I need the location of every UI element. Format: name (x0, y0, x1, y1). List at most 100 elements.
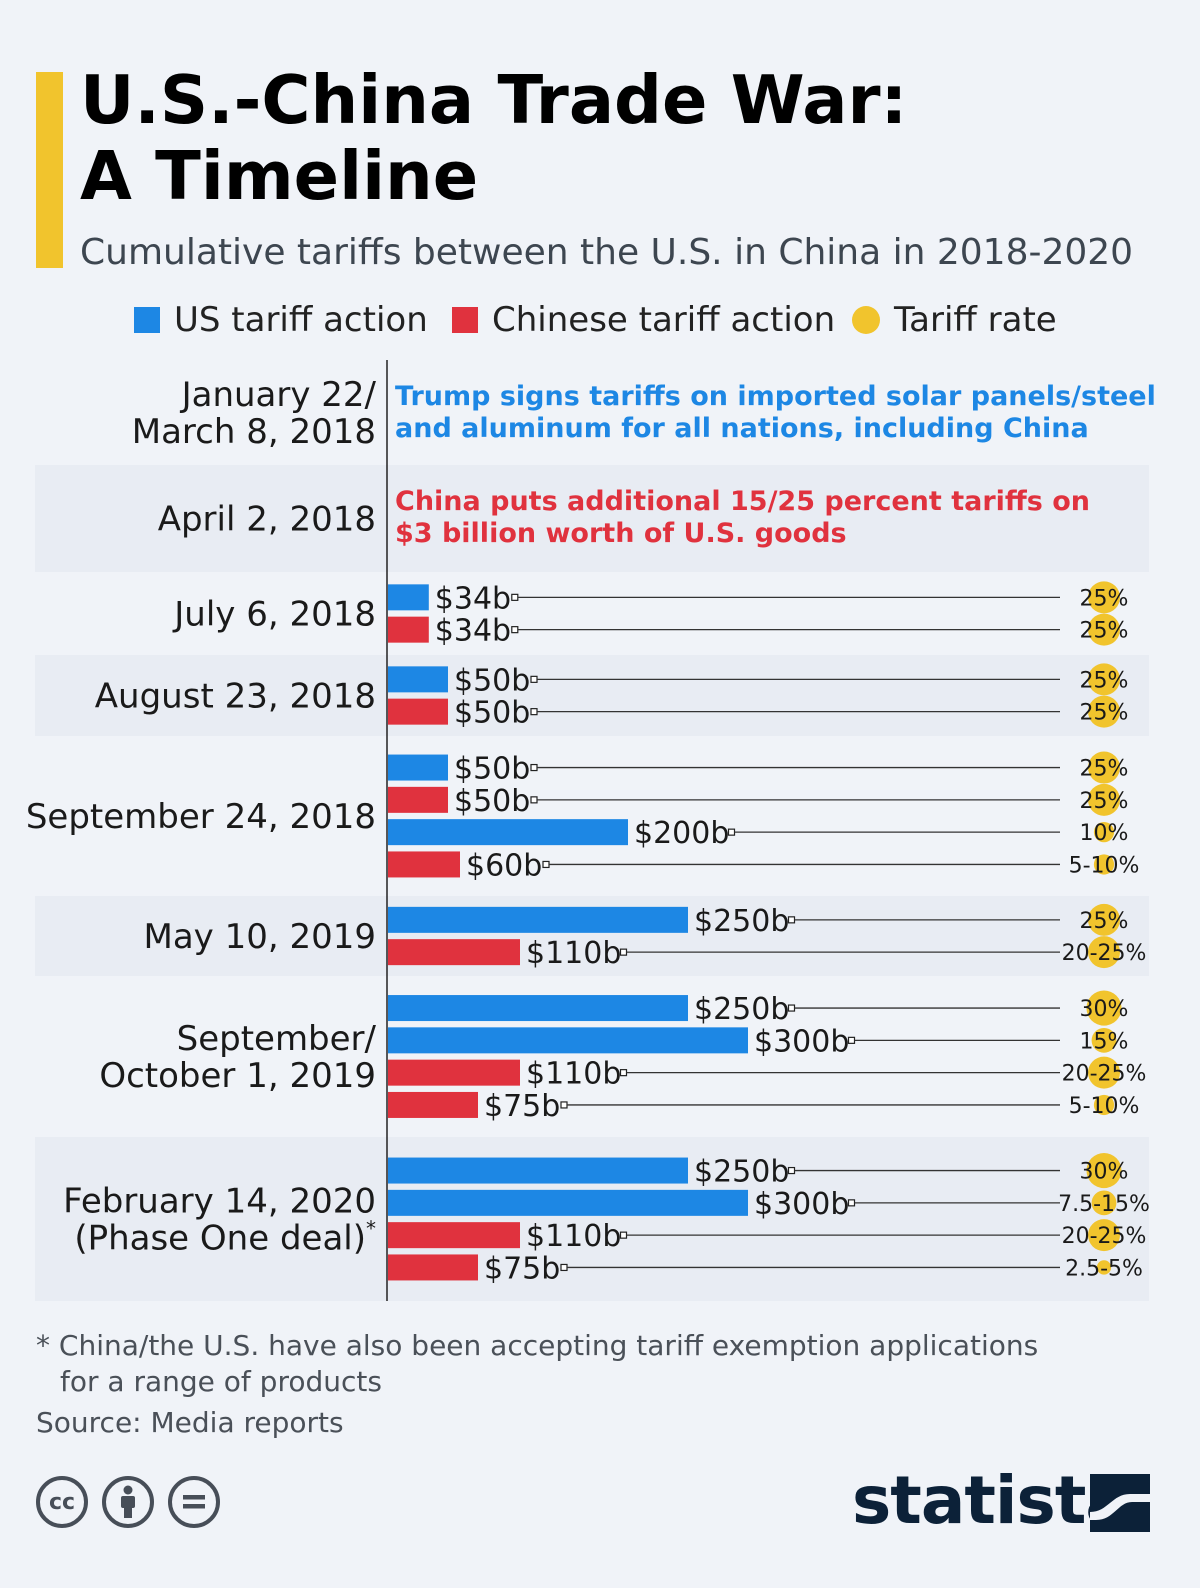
rate-label: 20-25% (1062, 941, 1147, 966)
bar-china (388, 1091, 478, 1118)
event-date-label: September 24, 2018 (26, 797, 376, 837)
event-date-label: January 22/ (180, 375, 377, 415)
source-note: Source: Media reports (36, 1406, 344, 1439)
rate-bubble (1088, 663, 1120, 696)
event-date-label: July 6, 2018 (172, 595, 376, 635)
bar-value-label: $50b (454, 696, 530, 731)
event-band-1 (35, 465, 1149, 572)
rate-label: 25% (1080, 586, 1129, 611)
rate-label: 7.5-15% (1058, 1192, 1150, 1217)
rate-bubble (1088, 1056, 1120, 1089)
leader-marker (847, 1036, 856, 1044)
footnote-line-2: for a range of products (60, 1365, 382, 1398)
bar-us (388, 1157, 688, 1184)
leader-marker (619, 948, 628, 956)
rate-bubble (1086, 1153, 1122, 1189)
rate-bubble (1088, 1219, 1120, 1252)
leader-marker (619, 1231, 628, 1239)
legend-label-us: US tariff action (174, 300, 428, 340)
rate-bubble (1091, 1027, 1117, 1053)
bar-value-label: $110b (526, 936, 621, 971)
event-date-label: (Phase One deal)* (74, 1217, 376, 1259)
bar-us (388, 906, 688, 933)
event-date-label: February 14, 2020 (63, 1182, 376, 1222)
bar-value-label: $250b (694, 904, 789, 939)
leader-marker (560, 1263, 568, 1272)
rate-bubble (1088, 903, 1120, 936)
rate-bubble (1093, 822, 1115, 843)
event-date-label: August 23, 2018 (95, 677, 376, 717)
bar-value-label: $34b (435, 581, 511, 616)
legend: US tariff action Chinese tariff action T… (0, 300, 1200, 344)
legend-swatch-china (452, 307, 478, 333)
leader-marker (787, 1166, 796, 1175)
rate-bubble (1088, 613, 1120, 646)
rate-bubble (1093, 854, 1115, 875)
event-note-text: $3 billion worth of U.S. goods (395, 518, 847, 549)
bar-value-label: $50b (454, 752, 530, 787)
bar-china (388, 1222, 520, 1249)
bar-us (388, 995, 688, 1022)
rate-label: 25% (1080, 909, 1129, 934)
rate-bubble (1091, 1190, 1117, 1216)
leader-marker (542, 860, 550, 869)
bar-value-label: $34b (435, 614, 511, 649)
rate-label: 30% (1080, 997, 1129, 1022)
no-derivatives-icon[interactable] (168, 1476, 220, 1528)
page-title: U.S.-China Trade War: A Timeline (80, 62, 907, 214)
bar-us (388, 754, 448, 781)
bar-us (388, 819, 628, 846)
bar-china (388, 1254, 478, 1281)
subtitle: Cumulative tariffs between the U.S. in C… (80, 232, 1134, 273)
timeline-chart: January 22/March 8, 2018 Trump signs tari… (26, 360, 1156, 1301)
statista-wordmark[interactable]: statista (852, 1462, 1130, 1539)
event-note-text: China puts additional 15/25 percent tari… (395, 486, 1090, 517)
title-line-1: U.S.-China Trade War: (80, 61, 908, 139)
legend-label-rate: Tariff rate (894, 300, 1057, 340)
bar-us (388, 584, 429, 611)
bar-value-label: $50b (454, 663, 530, 698)
bar-china (388, 851, 460, 878)
leader-marker (787, 1004, 796, 1012)
rate-label: 25% (1080, 668, 1129, 693)
footnote: * China/the U.S. have also been acceptin… (36, 1328, 1038, 1400)
bar-value-label: $300b (754, 1024, 849, 1059)
leader-marker (530, 708, 538, 716)
legend-item-us: US tariff action (134, 300, 428, 340)
footnote-line-1: * China/the U.S. have also been acceptin… (36, 1329, 1039, 1362)
rate-bubble (1086, 990, 1122, 1026)
bar-china (388, 616, 429, 643)
license-icons: cc (36, 1476, 220, 1528)
rate-label: 10% (1080, 821, 1129, 846)
rate-bubble (1096, 1260, 1112, 1275)
rate-label: 30% (1080, 1160, 1129, 1185)
statista-logo-icon[interactable] (1090, 1474, 1150, 1532)
rate-bubble (1088, 751, 1120, 784)
bar-us (388, 1027, 748, 1054)
leader-marker (787, 916, 796, 924)
bar-china (388, 698, 448, 725)
rate-label: 2.5-5% (1065, 1256, 1143, 1281)
bar-value-label: $50b (454, 784, 530, 819)
attribution-icon[interactable] (102, 1476, 154, 1528)
bar-value-label: $110b (526, 1057, 621, 1092)
rate-bubble (1088, 783, 1120, 816)
leader-marker (847, 1199, 856, 1207)
leader-marker (530, 675, 538, 683)
rate-label: 5-10% (1069, 853, 1140, 878)
rate-bubble (1088, 581, 1120, 614)
leader-marker (619, 1069, 628, 1077)
rate-label: 25% (1080, 619, 1129, 644)
rate-label: 25% (1080, 701, 1129, 726)
footnote-marker: * (366, 1217, 376, 1241)
leader-marker (511, 593, 519, 601)
bar-us (388, 1189, 748, 1216)
rate-bubble (1088, 936, 1120, 969)
bar-value-label: $300b (754, 1187, 849, 1222)
rate-label: 25% (1080, 757, 1129, 782)
legend-item-rate: Tariff rate (852, 300, 1057, 340)
rate-bubble (1093, 1094, 1115, 1116)
bar-value-label: $60b (466, 848, 542, 883)
cc-icon[interactable]: cc (36, 1476, 88, 1528)
title-line-2: A Timeline (80, 137, 479, 215)
